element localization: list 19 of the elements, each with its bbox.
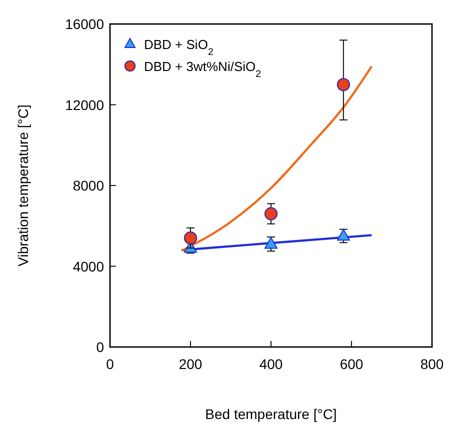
y-tick-label: 8000 <box>72 178 104 194</box>
y-tick-label: 0 <box>96 339 104 355</box>
point <box>264 207 278 220</box>
point <box>184 231 198 245</box>
x-tick-label: 600 <box>340 356 364 372</box>
x-tick-label: 400 <box>259 356 283 372</box>
x-tick-label: 0 <box>106 356 114 372</box>
x-axis-title: Bed temperature [°C] <box>205 406 337 422</box>
x-tick-label: 200 <box>178 356 202 372</box>
y-axis-title: Vibration temperature [°C] <box>15 104 31 266</box>
point <box>336 228 350 241</box>
y-tick-label: 16000 <box>65 16 104 32</box>
legend-label: DBD + 3wt%Ni/SiO$_{2}$ <box>144 59 262 80</box>
legend-label: DBD + SiO$_{2}$ <box>144 37 214 58</box>
point <box>264 236 278 249</box>
point <box>336 78 350 92</box>
y-tick-label: 4000 <box>72 258 104 274</box>
x-tick-label: 800 <box>420 356 444 372</box>
y-tick-label: 12000 <box>65 96 104 113</box>
